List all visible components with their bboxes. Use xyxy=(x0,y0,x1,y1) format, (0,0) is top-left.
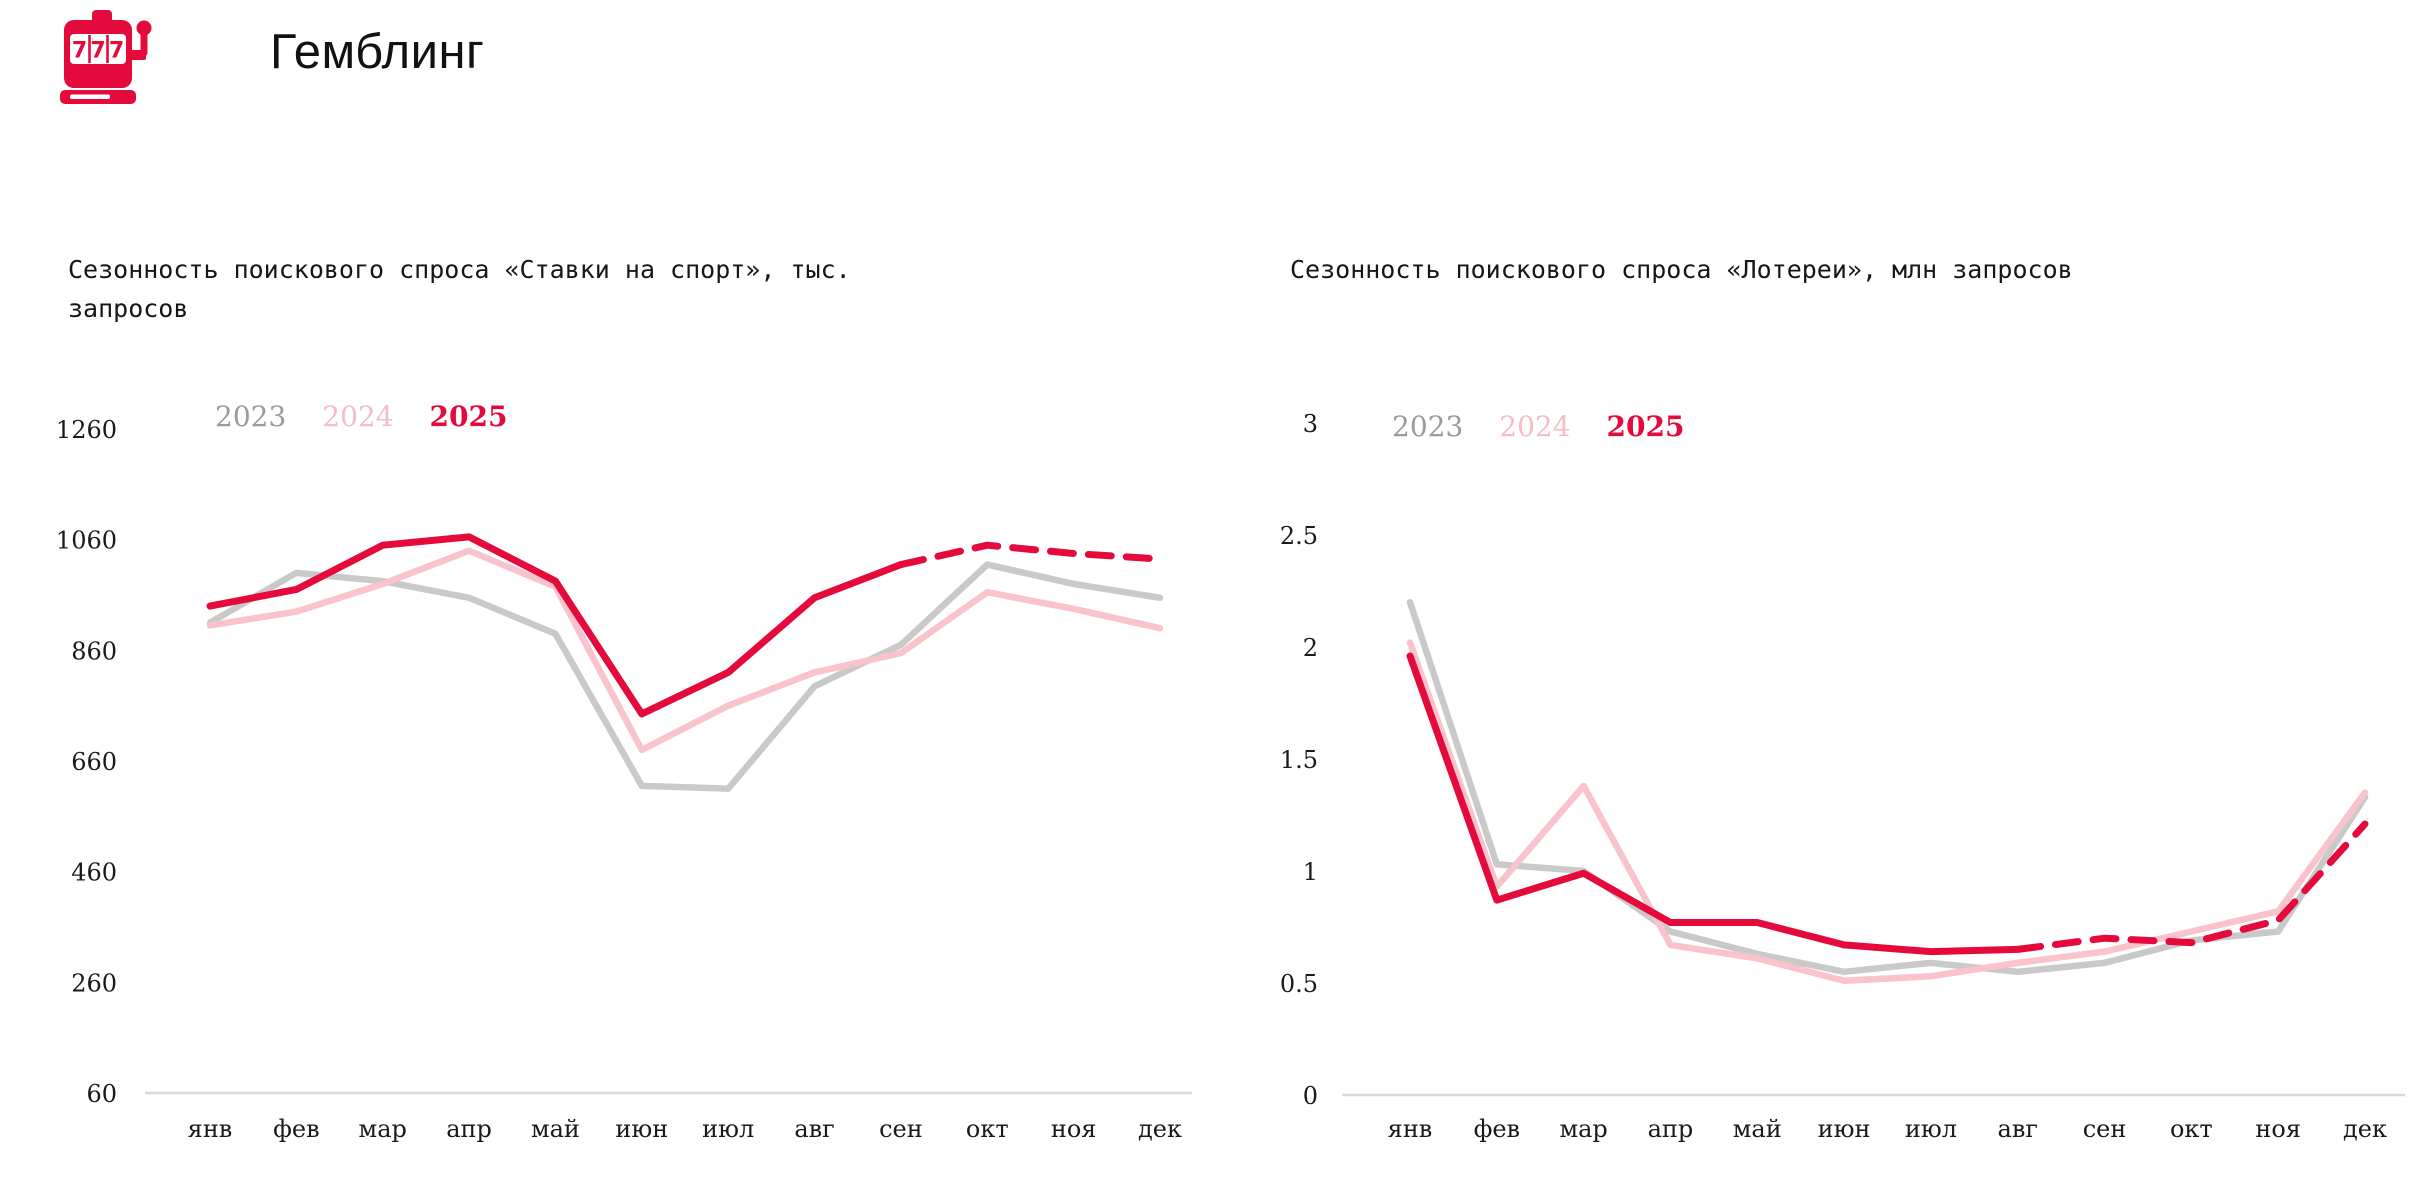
x-tick-label: фев xyxy=(1474,1115,1521,1143)
y-tick-label: 2.5 xyxy=(1280,522,1318,550)
chart-title-sport: Сезонность поискового спроса «Ставки на … xyxy=(68,255,851,323)
x-tick-label: авг xyxy=(794,1115,834,1143)
series-line-2023 xyxy=(206,561,1164,792)
y-tick-label: 1.5 xyxy=(1280,746,1318,774)
y-tick-label: 1260 xyxy=(56,416,117,444)
y-tick-label: 860 xyxy=(71,637,117,665)
legend-item-2023: 2023 xyxy=(215,400,287,433)
x-tick-label: ноя xyxy=(1051,1115,1097,1143)
x-tick-label: апр xyxy=(446,1115,492,1143)
legend-item-2023: 2023 xyxy=(1392,410,1464,443)
legend-item-2024: 2024 xyxy=(1499,410,1571,443)
y-tick-label: 0.5 xyxy=(1280,970,1318,998)
slot-machine-icon: 7 7 7 xyxy=(60,10,152,104)
reel-window xyxy=(70,34,126,64)
x-tick-label: дек xyxy=(2343,1115,2387,1143)
legend-item-2025: 2025 xyxy=(1606,410,1685,443)
lottery-line-chart: 3 2.5 2 1.5 1 0.5 0 янв фев мар апр май июн июл авг сен… xyxy=(1280,410,2405,1143)
y-tick-label: 1 xyxy=(1303,858,1318,886)
x-tick-label: июн xyxy=(615,1115,668,1143)
series-line-2023 xyxy=(1406,598,2369,976)
y-tick-label: 660 xyxy=(71,748,117,776)
x-tick-label: апр xyxy=(1648,1115,1694,1143)
x-tick-label: сен xyxy=(879,1115,923,1143)
x-tick-label: сен xyxy=(2083,1115,2127,1143)
legend-item-2025: 2025 xyxy=(429,400,508,433)
series-line-2025 xyxy=(1406,652,2022,956)
sport-line-chart: 1260 1060 860 660 460 260 60 янв фев мар апр май июн… xyxy=(56,416,1192,1143)
x-tick-label: окт xyxy=(966,1115,1009,1143)
y-tick-label: 0 xyxy=(1303,1082,1318,1110)
y-tick-label: 1060 xyxy=(56,527,117,555)
reel-digit: 7 xyxy=(72,39,87,64)
x-tick-label: май xyxy=(531,1115,580,1143)
x-tick-label: июл xyxy=(1905,1115,1957,1143)
y-tick-label: 3 xyxy=(1303,410,1318,438)
y-tick-label: 60 xyxy=(86,1080,117,1108)
x-tick-label: мар xyxy=(1559,1115,1607,1143)
series-line-2024 xyxy=(1406,639,2369,985)
x-tick-label: мар xyxy=(359,1115,407,1143)
series-line-2025-forecast-dashed xyxy=(897,541,1164,569)
reel-digit: 7 xyxy=(90,39,105,64)
x-tick-label: янв xyxy=(188,1115,233,1143)
y-tick-label: 2 xyxy=(1303,634,1318,662)
page-title: Гемблинг xyxy=(270,25,485,79)
x-tick-label: июл xyxy=(702,1115,754,1143)
x-tick-label: июн xyxy=(1818,1115,1871,1143)
series-line-2024 xyxy=(206,547,1164,754)
legend-item-2024: 2024 xyxy=(322,400,394,433)
legend-sport: 2023 2024 2025 xyxy=(215,400,507,433)
y-tick-label: 260 xyxy=(71,969,117,997)
x-tick-label: фев xyxy=(273,1115,320,1143)
x-tick-label: янв xyxy=(1388,1115,1433,1143)
x-tick-label: май xyxy=(1733,1115,1782,1143)
series-line-2025 xyxy=(206,533,905,718)
x-tick-label: ноя xyxy=(2255,1115,2301,1143)
x-tick-label: дек xyxy=(1138,1115,1182,1143)
y-tick-label: 460 xyxy=(71,859,117,887)
series-line-2025-forecast-dashed xyxy=(2014,820,2369,953)
chart-title-lottery: Сезонность поискового спроса «Лотереи», … xyxy=(1290,255,2073,284)
reel-digit: 7 xyxy=(109,39,124,64)
x-tick-label: авг xyxy=(1998,1115,2038,1143)
x-tick-label: окт xyxy=(2170,1115,2213,1143)
legend-lottery: 2023 2024 2025 xyxy=(1392,410,1684,443)
